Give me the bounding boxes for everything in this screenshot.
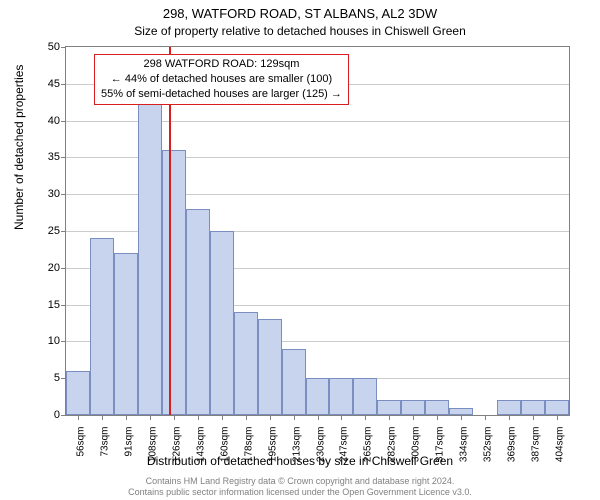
histogram-bar [449,408,473,415]
x-tick-mark [341,416,342,420]
y-tick-label: 5 [36,372,60,384]
x-tick-label: 265sqm [363,427,374,477]
annotation-line: 55% of semi-detached houses are larger (… [101,87,342,102]
x-tick-label: 73sqm [99,427,110,477]
y-tick-mark [61,378,65,379]
x-tick-label: 160sqm [219,427,230,477]
histogram-bar [282,349,306,415]
plot-area: 298 WATFORD ROAD: 129sqm← 44% of detache… [65,46,570,416]
x-tick-label: 108sqm [147,427,158,477]
x-tick-label: 317sqm [435,427,446,477]
x-tick-mark [437,416,438,420]
y-tick-label: 30 [36,188,60,200]
histogram-bar [425,400,449,415]
histogram-bar [401,400,425,415]
x-tick-mark [222,416,223,420]
x-tick-label: 213sqm [291,427,302,477]
histogram-bar [497,400,521,415]
x-tick-mark [294,416,295,420]
annotation-line: ← 44% of detached houses are smaller (10… [101,72,342,87]
x-tick-label: 247sqm [339,427,350,477]
y-tick-mark [61,341,65,342]
y-tick-mark [61,231,65,232]
histogram-bar [545,400,569,415]
histogram-bar [353,378,377,415]
histogram-bar [234,312,258,415]
x-tick-label: 126sqm [171,427,182,477]
y-tick-label: 40 [36,115,60,127]
x-tick-label: 91sqm [123,427,134,477]
x-tick-mark [174,416,175,420]
x-tick-mark [509,416,510,420]
footer-line-1: Contains HM Land Registry data © Crown c… [0,476,600,487]
y-tick-label: 20 [36,262,60,274]
histogram-bar [329,378,353,415]
y-tick-label: 45 [36,78,60,90]
histogram-bar [114,253,138,415]
y-tick-mark [61,47,65,48]
x-tick-label: 195sqm [267,427,278,477]
histogram-bar [306,378,330,415]
x-tick-mark [150,416,151,420]
y-tick-mark [61,84,65,85]
histogram-bar [138,84,162,415]
x-tick-mark [126,416,127,420]
y-tick-mark [61,415,65,416]
histogram-bar [210,231,234,415]
y-tick-mark [61,194,65,195]
x-tick-label: 143sqm [195,427,206,477]
x-tick-mark [461,416,462,420]
x-tick-mark [365,416,366,420]
y-tick-label: 25 [36,225,60,237]
y-tick-label: 50 [36,41,60,53]
y-tick-mark [61,121,65,122]
histogram-bar [66,371,90,415]
y-tick-label: 15 [36,299,60,311]
x-axis-label: Distribution of detached houses by size … [0,454,600,468]
x-tick-mark [246,416,247,420]
x-tick-mark [413,416,414,420]
y-tick-mark [61,157,65,158]
x-tick-mark [389,416,390,420]
annotation-line: 298 WATFORD ROAD: 129sqm [101,57,342,72]
histogram-bar [90,238,114,415]
chart-title-main: 298, WATFORD ROAD, ST ALBANS, AL2 3DW [0,6,600,21]
x-tick-mark [102,416,103,420]
property-size-chart: 298, WATFORD ROAD, ST ALBANS, AL2 3DW Si… [0,0,600,500]
y-tick-mark [61,268,65,269]
chart-title-sub: Size of property relative to detached ho… [0,24,600,38]
annotation-box: 298 WATFORD ROAD: 129sqm← 44% of detache… [94,54,349,105]
chart-footer: Contains HM Land Registry data © Crown c… [0,476,600,499]
histogram-bar [162,150,186,415]
x-tick-label: 282sqm [387,427,398,477]
x-tick-mark [270,416,271,420]
x-tick-label: 300sqm [411,427,422,477]
x-tick-mark [198,416,199,420]
x-tick-mark [533,416,534,420]
y-tick-label: 10 [36,335,60,347]
y-tick-label: 0 [36,409,60,421]
x-tick-label: 352sqm [483,427,494,477]
x-tick-label: 230sqm [315,427,326,477]
histogram-bar [258,319,282,415]
x-tick-mark [78,416,79,420]
x-tick-mark [557,416,558,420]
footer-line-2: Contains public sector information licen… [0,487,600,498]
x-tick-label: 56sqm [75,427,86,477]
x-tick-label: 334sqm [459,427,470,477]
x-tick-label: 369sqm [507,427,518,477]
x-tick-mark [318,416,319,420]
y-tick-label: 35 [36,151,60,163]
y-axis-label: Number of detached properties [12,65,26,230]
x-tick-label: 404sqm [555,427,566,477]
histogram-bar [186,209,210,415]
y-tick-mark [61,305,65,306]
x-tick-label: 178sqm [243,427,254,477]
histogram-bar [377,400,401,415]
histogram-bar [521,400,545,415]
x-tick-label: 387sqm [531,427,542,477]
x-tick-mark [485,416,486,420]
